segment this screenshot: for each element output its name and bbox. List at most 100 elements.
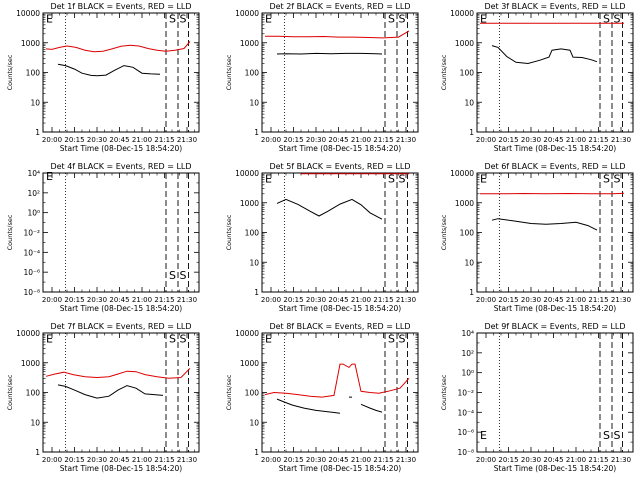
y-tick-label: 100 xyxy=(26,69,41,78)
x-axis-label: Start Time (08-Dec-15 18:54:20) xyxy=(60,304,182,313)
x-tick-label: 21:00 xyxy=(566,136,586,144)
y-tick-label: 1000 xyxy=(240,199,259,208)
x-tick-label: 21:30 xyxy=(396,296,416,304)
chart-panel: Det 4f BLACK = Events, RED = LLD 10⁻⁸ 10⁻⁶… xyxy=(6,162,200,313)
x-tick-label: 21:30 xyxy=(611,136,631,144)
x-tick-label: 20:15 xyxy=(283,296,303,304)
y-tick-label: 1000 xyxy=(21,39,40,48)
y-tick-label: 10000 xyxy=(450,9,474,18)
x-tick-label: 21:30 xyxy=(177,136,197,144)
x-axis-label: Start Time (08-Dec-15 18:54:20) xyxy=(279,464,401,473)
x-tick-label: 20:45 xyxy=(109,296,129,304)
chart-panel: Det 1f BLACK = Events, RED = LLD 1 10 100 10… xyxy=(6,2,200,153)
x-axis-label: Start Time (08-Dec-15 18:54:20) xyxy=(494,464,616,473)
marker-letter: E xyxy=(46,170,53,183)
x-axis-label: Start Time (08-Dec-15 18:54:20) xyxy=(494,144,616,153)
x-tick-label: 20:00 xyxy=(476,136,496,144)
y-tick-label: 1 xyxy=(469,288,474,297)
marker-letter: E xyxy=(46,13,53,26)
y-tick-label: 10 xyxy=(249,258,259,267)
y-axis-label: Counts/sec xyxy=(6,54,14,90)
plot-frame xyxy=(42,332,200,453)
y-tick-label: 10² xyxy=(461,349,474,358)
x-tick-label: 20:15 xyxy=(498,456,518,464)
marker-letter: S xyxy=(180,269,187,282)
plot-frame xyxy=(476,172,634,293)
marker-letter: S xyxy=(614,429,621,442)
y-tick-label: 1 xyxy=(469,128,474,137)
y-tick-label: 10⁻² xyxy=(457,389,474,398)
x-tick-label: 20:00 xyxy=(476,296,496,304)
x-axis-label: Start Time (08-Dec-15 18:54:20) xyxy=(494,304,616,313)
marker-letter: S xyxy=(614,173,621,186)
x-tick-label: 20:15 xyxy=(283,456,303,464)
x-tick-label: 20:30 xyxy=(521,136,541,144)
x-tick-label: 21:00 xyxy=(132,136,152,144)
y-tick-label: 100 xyxy=(26,389,41,398)
plot-frame xyxy=(261,332,419,453)
chart-title: Det 4f BLACK = Events, RED = LLD xyxy=(50,162,191,171)
x-tick-label: 20:45 xyxy=(543,136,563,144)
marker-letter: S xyxy=(169,333,176,346)
marker-letter: S xyxy=(603,429,610,442)
marker-letter: S xyxy=(399,333,406,346)
x-tick-label: 20:15 xyxy=(64,456,84,464)
marker-letter: S xyxy=(603,173,610,186)
y-axis-label: Counts/sec xyxy=(6,374,14,410)
y-tick-label: 10² xyxy=(27,189,40,198)
marker-letter: S xyxy=(180,13,187,26)
y-tick-label: 10 xyxy=(30,98,40,107)
x-tick-label: 21:15 xyxy=(373,456,393,464)
marker-letter: S xyxy=(399,13,406,26)
x-tick-label: 20:15 xyxy=(283,136,303,144)
y-tick-label: 10⁻⁸ xyxy=(23,288,40,297)
chart-title: Det 9f BLACK = Events, RED = LLD xyxy=(484,322,625,331)
y-tick-label: 10⁻⁴ xyxy=(457,408,474,417)
x-tick-label: 20:30 xyxy=(521,456,541,464)
chart-title: Det 2f BLACK = Events, RED = LLD xyxy=(269,2,410,11)
y-axis-label: Counts/sec xyxy=(225,214,233,250)
x-tick-label: 20:30 xyxy=(87,296,107,304)
x-tick-label: 20:15 xyxy=(64,296,84,304)
chart-title: Det 7f BLACK = Events, RED = LLD xyxy=(50,322,191,331)
y-tick-label: 100 xyxy=(460,69,475,78)
lld-series-line xyxy=(264,363,410,398)
events-series-line xyxy=(57,384,164,399)
x-tick-label: 20:30 xyxy=(87,136,107,144)
chart-panel: Det 6f BLACK = Events, RED = LLD 1 10 100 10… xyxy=(440,162,634,313)
y-tick-label: 1000 xyxy=(21,359,40,368)
y-tick-label: 10⁻⁶ xyxy=(23,268,40,277)
plot-frame xyxy=(261,12,419,133)
x-tick-label: 21:00 xyxy=(566,296,586,304)
y-axis-label: Counts/sec xyxy=(440,374,448,410)
x-tick-label: 20:00 xyxy=(261,456,281,464)
chart-title: Det 3f BLACK = Events, RED = LLD xyxy=(484,2,625,11)
x-tick-label: 21:30 xyxy=(177,456,197,464)
marker-letter: E xyxy=(265,13,272,26)
chart-panel: Det 2f BLACK = Events, RED = LLD 1 10 100 10… xyxy=(225,2,419,153)
chart-panel: Det 7f BLACK = Events, RED = LLD 1 10 100 10… xyxy=(6,322,200,473)
y-tick-label: 1000 xyxy=(455,39,474,48)
marker-letter: S xyxy=(399,173,406,186)
x-tick-label: 21:15 xyxy=(588,456,608,464)
y-tick-label: 10 xyxy=(249,418,259,427)
x-tick-label: 21:30 xyxy=(177,296,197,304)
events-series-line xyxy=(491,218,598,231)
x-tick-label: 21:00 xyxy=(351,136,371,144)
x-tick-label: 21:15 xyxy=(154,456,174,464)
y-tick-label: 100 xyxy=(245,389,260,398)
lld-series-line xyxy=(265,30,410,39)
events-series-line xyxy=(276,52,383,55)
x-tick-label: 21:00 xyxy=(351,456,371,464)
y-axis-label: Counts/sec xyxy=(225,54,233,90)
y-tick-label: 10000 xyxy=(235,169,259,178)
marker-letter: E xyxy=(480,173,487,186)
marker-letter: S xyxy=(388,173,395,186)
x-tick-label: 21:00 xyxy=(566,456,586,464)
events-series-line xyxy=(57,63,161,77)
y-tick-label: 100 xyxy=(245,69,260,78)
y-tick-label: 10000 xyxy=(235,9,259,18)
marker-letter: S xyxy=(388,13,395,26)
x-tick-label: 21:30 xyxy=(611,456,631,464)
